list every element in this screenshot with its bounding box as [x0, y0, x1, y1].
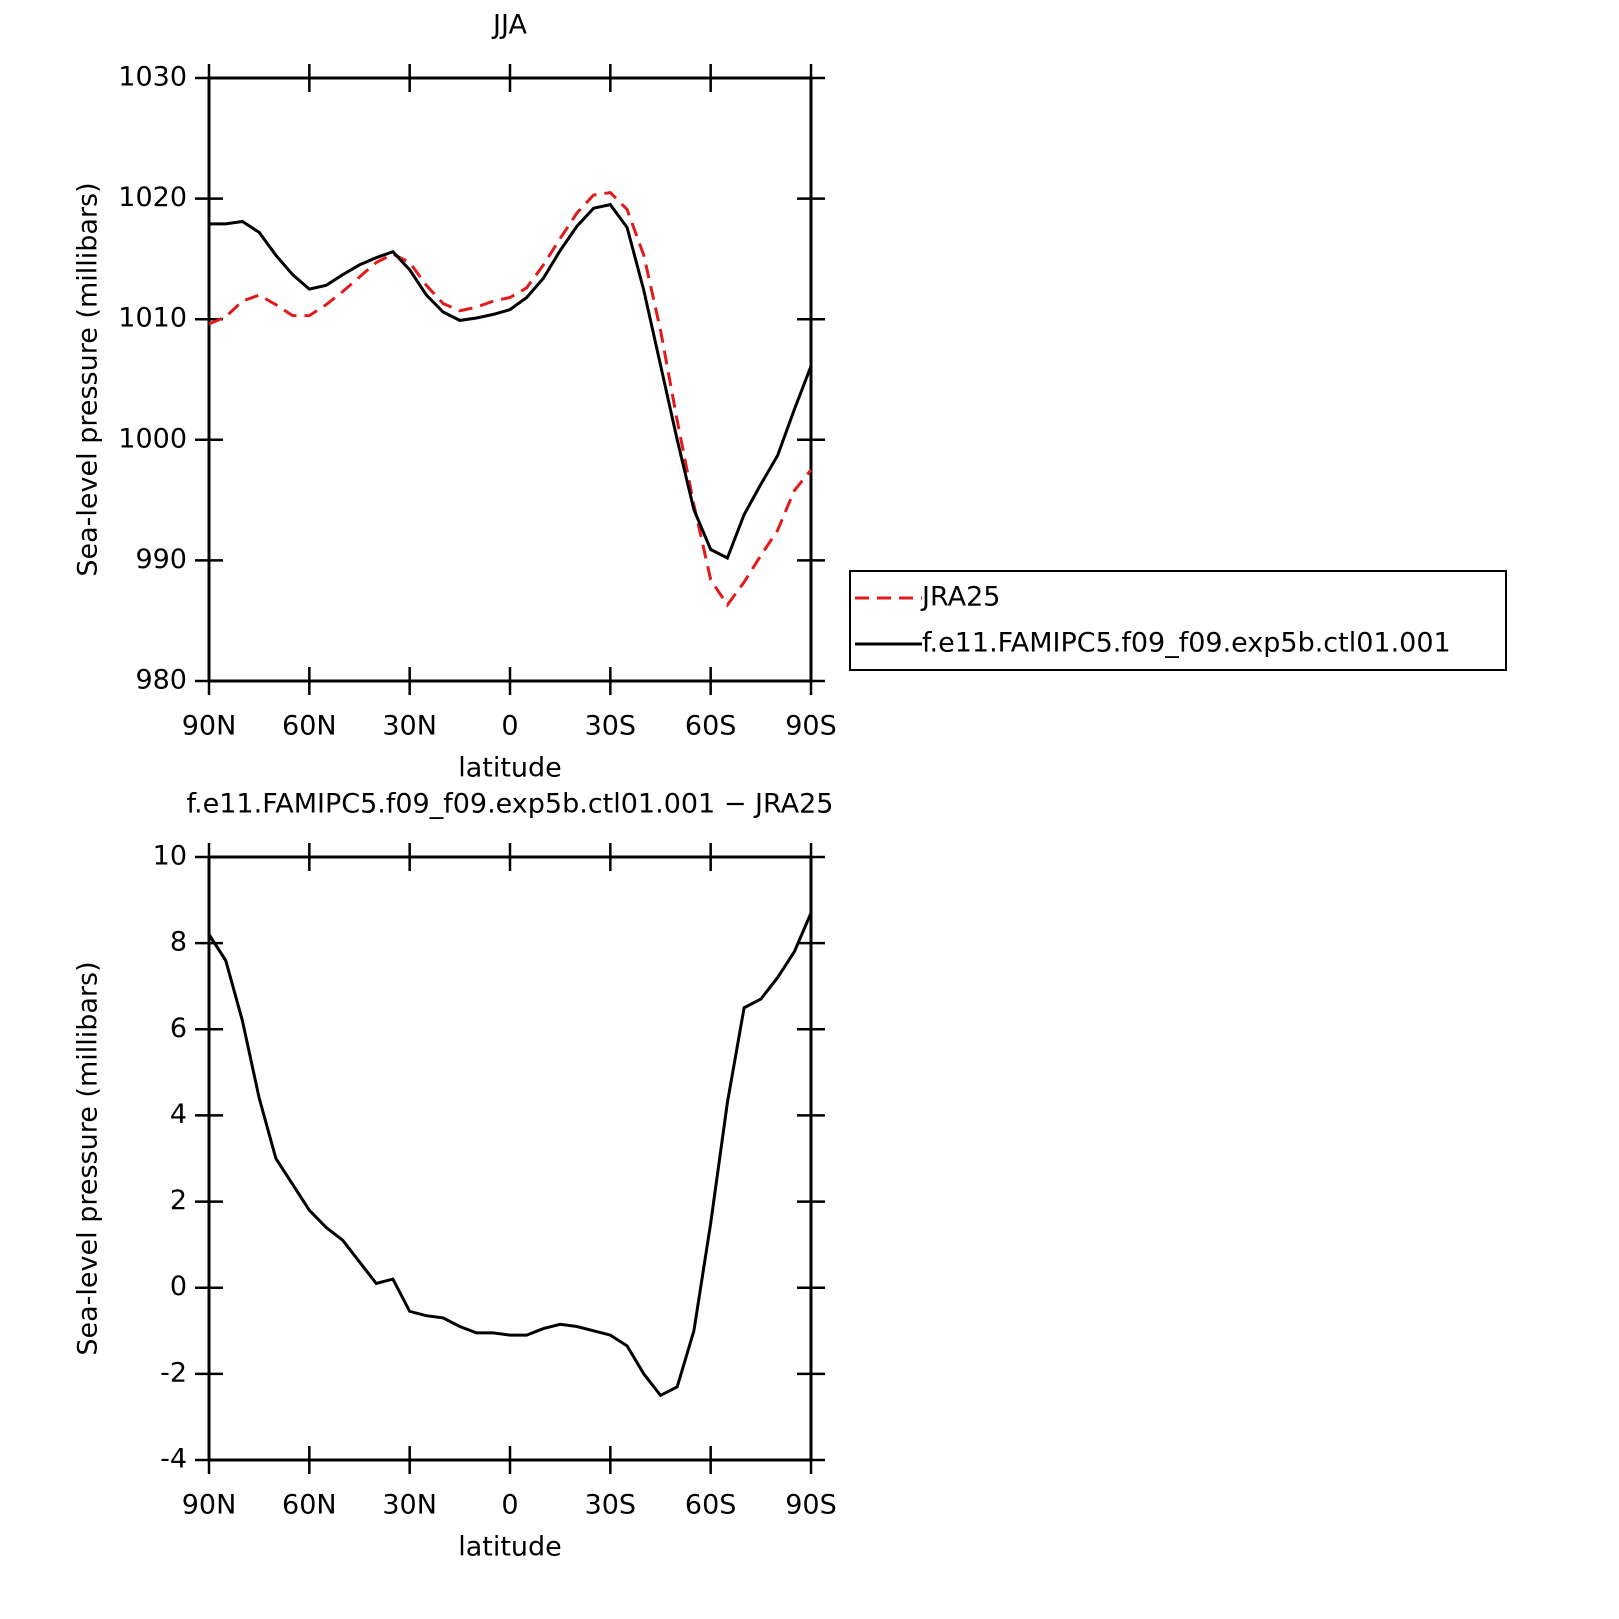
y-tick-label: -2	[160, 1357, 187, 1388]
x-tick-label: 90N	[182, 1490, 237, 1521]
y-tick-label: 2	[170, 1185, 187, 1216]
x-tick-label: 60N	[282, 1490, 337, 1521]
y-tick-label: -4	[160, 1444, 187, 1475]
y-tick-label: 980	[135, 665, 187, 696]
x-tick-label: 60N	[282, 711, 337, 742]
y-tick-label: 10	[153, 841, 187, 872]
x-tick-label: 90N	[182, 711, 237, 742]
y-axis-label: Sea-level pressure (millibars)	[73, 961, 104, 1355]
x-tick-label: 30N	[382, 1490, 437, 1521]
y-tick-label: 1030	[118, 62, 187, 93]
y-tick-label: 1020	[118, 182, 187, 213]
x-tick-label: 90S	[785, 1490, 837, 1521]
x-tick-label: 0	[501, 1490, 518, 1521]
x-tick-label: 90S	[785, 711, 837, 742]
chart-title: JJA	[491, 10, 527, 41]
x-axis-label: latitude	[458, 753, 562, 784]
x-axis-label: latitude	[458, 1532, 562, 1563]
y-tick-label: 0	[170, 1271, 187, 1302]
chart-title: f.e11.FAMIPC5.f09_f09.exp5b.ctl01.001 − …	[187, 789, 834, 820]
data-line	[207, 912, 813, 1398]
x-tick-label: 0	[501, 711, 518, 742]
data-line	[209, 202, 813, 561]
x-tick-label: 60S	[685, 1490, 737, 1521]
x-tick-label: 60S	[685, 711, 737, 742]
y-tick-label: 1000	[118, 423, 187, 454]
legend-label: f.e11.FAMIPC5.f09_f09.exp5b.ctl01.001	[922, 628, 1451, 659]
y-tick-label: 1010	[118, 303, 187, 334]
y-axis-label: Sea-level pressure (millibars)	[73, 182, 104, 576]
y-tick-label: 4	[170, 1099, 187, 1130]
x-tick-label: 30S	[585, 711, 637, 742]
y-tick-label: 990	[135, 544, 187, 575]
legend-label: JRA25	[920, 582, 1000, 613]
x-tick-label: 30N	[382, 711, 437, 742]
plot-frame	[207, 76, 813, 683]
y-tick-label: 8	[170, 927, 187, 958]
x-tick-label: 30S	[585, 1490, 637, 1521]
legend-box	[849, 570, 1507, 671]
y-tick-label: 6	[170, 1013, 187, 1044]
data-line	[208, 191, 813, 608]
